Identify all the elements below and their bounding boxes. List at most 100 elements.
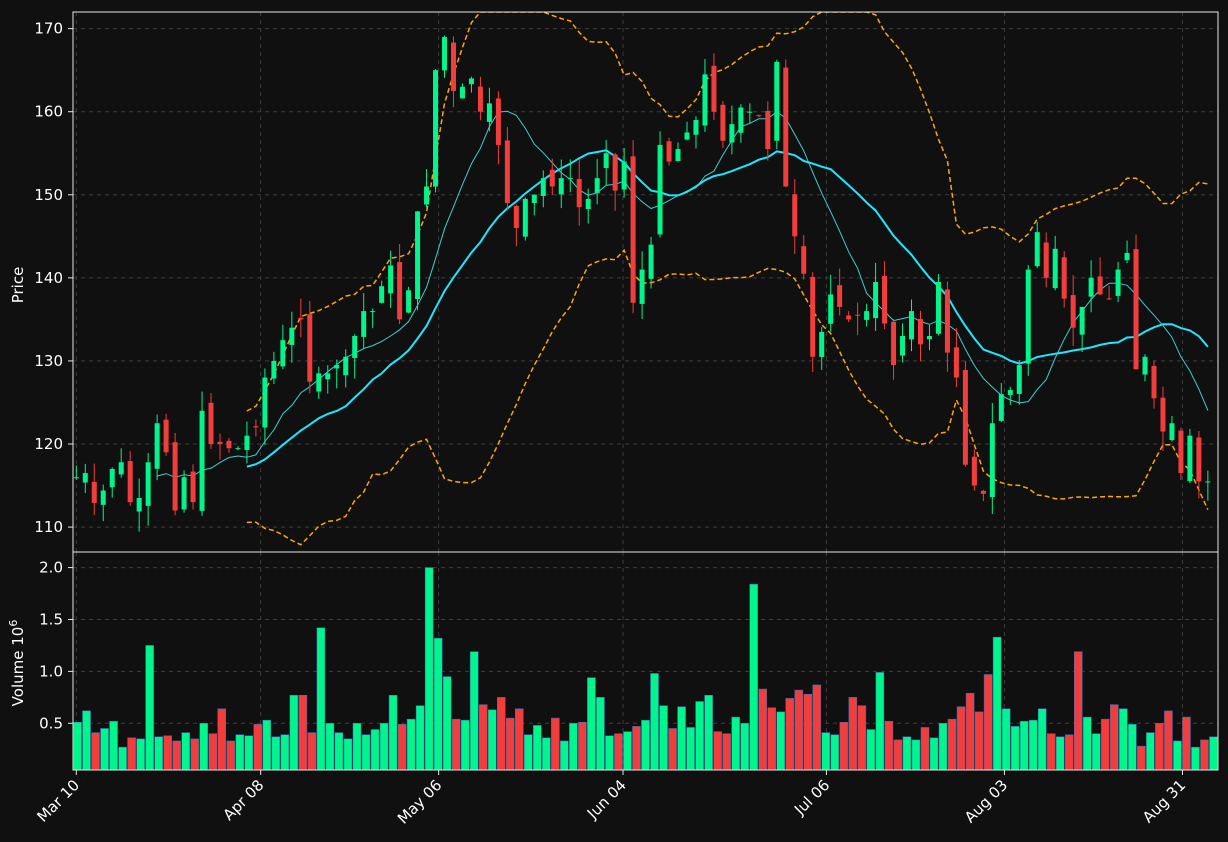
price-y-tick-label: 150: [34, 186, 63, 204]
candle-body: [298, 317, 304, 320]
volume-bar: [109, 720, 118, 771]
candle-body: [1061, 257, 1067, 299]
volume-bar: [848, 697, 858, 771]
volume-bar: [352, 723, 362, 771]
volume-bar: [280, 734, 290, 771]
volume-bar: [1182, 716, 1191, 771]
candle-body: [118, 462, 124, 475]
volume-bar: [469, 651, 479, 771]
volume-axis-label: Volume 106: [7, 620, 27, 707]
candle-body: [82, 473, 88, 483]
volume-bar: [415, 705, 425, 771]
candle-body: [145, 462, 151, 506]
volume-bar: [614, 733, 623, 771]
volume-y-tick-label: 1.5: [39, 610, 63, 628]
candle-body: [944, 289, 950, 353]
volume-bar: [1001, 708, 1011, 771]
candle-body: [980, 490, 986, 494]
candle-body: [397, 262, 403, 320]
volume-bar: [659, 705, 668, 771]
candle-body: [819, 331, 825, 357]
volume-bar: [1155, 723, 1164, 771]
candle-body: [1196, 437, 1202, 482]
volume-bar: [1209, 736, 1218, 771]
candle-body: [495, 98, 501, 145]
candle-body: [1088, 277, 1094, 297]
candle-body: [765, 110, 771, 150]
volume-bar: [884, 720, 894, 771]
candle-body: [379, 286, 385, 303]
candle-body: [531, 194, 537, 203]
volume-bar: [460, 719, 470, 771]
volume-bar: [758, 688, 767, 771]
candle-body: [1115, 269, 1121, 296]
candle-body: [971, 456, 977, 486]
volume-bar: [893, 739, 903, 771]
volume-bar: [623, 731, 632, 771]
candle-body: [271, 360, 277, 379]
volume-bar: [1101, 718, 1110, 771]
bollinger-lower-line: [246, 248, 1209, 546]
candle-body: [962, 369, 968, 465]
volume-bar: [226, 740, 236, 771]
volume-bar: [1055, 736, 1065, 771]
candle-body: [442, 36, 448, 71]
candle-body: [693, 120, 699, 135]
candle-body: [828, 294, 834, 324]
candle-body: [882, 275, 888, 324]
volume-bar: [289, 695, 299, 771]
candle-body: [585, 198, 591, 209]
candle-body: [325, 373, 331, 380]
candle-body: [549, 169, 555, 187]
volume-bar: [785, 698, 795, 771]
candle-body: [352, 336, 358, 358]
volume-bar: [830, 734, 840, 771]
volume-bar: [695, 701, 704, 771]
volume-bar: [316, 627, 326, 771]
candle-body: [989, 423, 995, 498]
candle-body: [729, 124, 735, 143]
volume-bar: [722, 733, 731, 771]
volume-bar: [163, 735, 172, 771]
candle-body: [720, 104, 726, 141]
candle-body: [810, 276, 816, 357]
candle-body: [477, 86, 483, 112]
candle-body: [136, 498, 142, 512]
volume-bar: [1073, 651, 1083, 771]
volume-bar: [1128, 724, 1137, 771]
candle-body: [235, 448, 241, 450]
candle-body: [181, 477, 187, 510]
price-y-tick-label: 120: [34, 435, 63, 453]
volume-bar: [938, 723, 948, 771]
volume-bar: [406, 718, 416, 771]
candle-body: [1106, 298, 1112, 300]
candle-body: [289, 327, 295, 345]
volume-bar: [983, 674, 993, 771]
volume-bar: [803, 693, 813, 771]
volume-bar: [524, 734, 533, 771]
volume-bar: [947, 718, 957, 771]
candle-body: [361, 311, 367, 337]
volume-bar: [1046, 733, 1056, 771]
volume-bar: [190, 738, 199, 771]
candle-body: [846, 315, 852, 320]
volume-bar: [370, 729, 380, 771]
volume-bar: [442, 676, 452, 771]
volume-bar: [325, 723, 335, 771]
candle-body: [630, 156, 636, 303]
volume-y-tick-label: 1.0: [39, 662, 63, 680]
volume-bar: [965, 692, 975, 771]
volume-bar: [875, 672, 885, 771]
volume-bar: [244, 735, 254, 771]
volume-bar: [217, 708, 227, 771]
candles: [73, 35, 1211, 532]
candle-body: [666, 141, 672, 162]
moving-averages: [156, 110, 1209, 478]
volume-bar: [118, 746, 127, 771]
volume-bar: [136, 738, 145, 771]
volume-bar: [839, 721, 849, 771]
volume-bar: [1110, 704, 1119, 771]
candle-body: [935, 282, 941, 334]
volume-y-tick-label: 0.5: [39, 714, 63, 732]
volume-bar: [127, 737, 136, 771]
